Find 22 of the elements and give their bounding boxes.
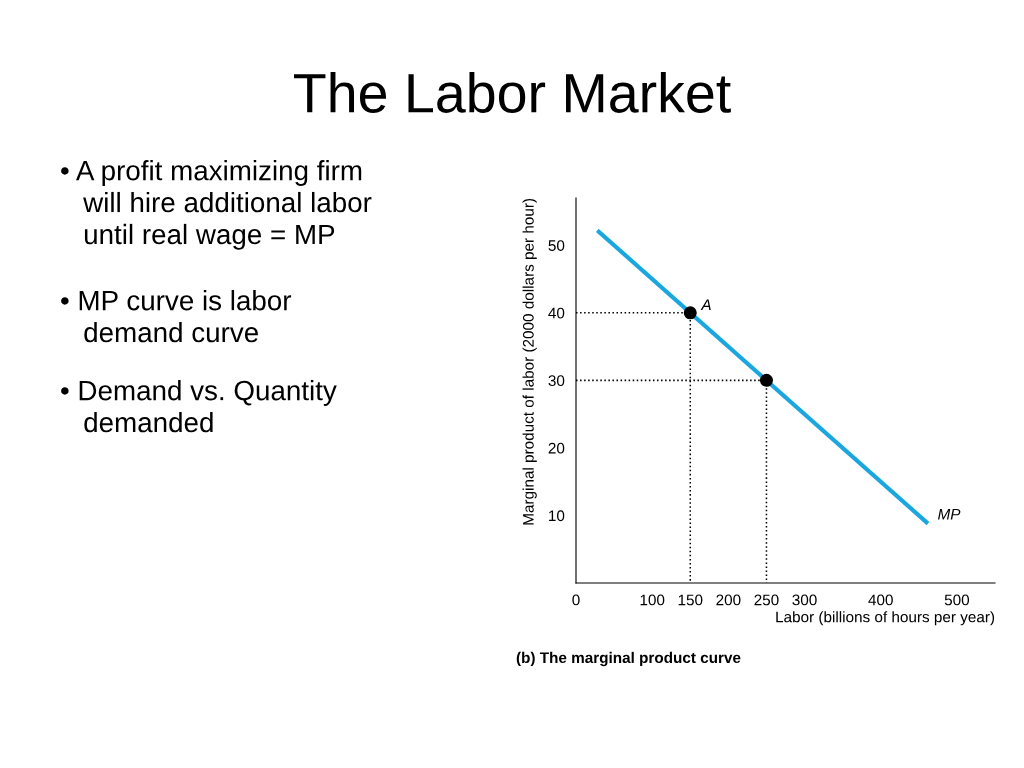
- annotation: A: [700, 299, 711, 311]
- y-tick-label: 50: [548, 240, 565, 251]
- chart-title: The Labor Market: [294, 72, 731, 113]
- x-tick-label: 150: [678, 594, 703, 606]
- text: (b) The marginal product curve: [516, 651, 741, 667]
- annotation: MP: [938, 508, 961, 520]
- x-tick-label: 250: [754, 594, 779, 606]
- y-tick-label: 20: [548, 442, 565, 454]
- text: • A profit maximizing firm will hire additional labor until real wage = MP: [61, 160, 372, 250]
- y-tick-label: 30: [548, 375, 565, 387]
- text: • Demand vs. Quantity demanded: [61, 380, 337, 433]
- x-axis-title: Labor (billions of hours per year): [776, 611, 995, 626]
- x-tick-label: 500: [944, 594, 970, 606]
- y-tick-label: 10: [549, 510, 565, 522]
- x-tick-label: 300: [792, 594, 817, 606]
- x-tick-label: 0: [572, 594, 580, 606]
- x-tick-label: 100: [640, 594, 665, 606]
- text: • MP curve is labor demand curve: [61, 290, 292, 343]
- x-tick-label: 400: [868, 594, 893, 606]
- y-axis-title: Marginal product of labor (2000 dollars per hour): [522, 198, 537, 525]
- y-tick-label: 40: [548, 307, 565, 319]
- x-tick-label: 200: [716, 594, 741, 606]
